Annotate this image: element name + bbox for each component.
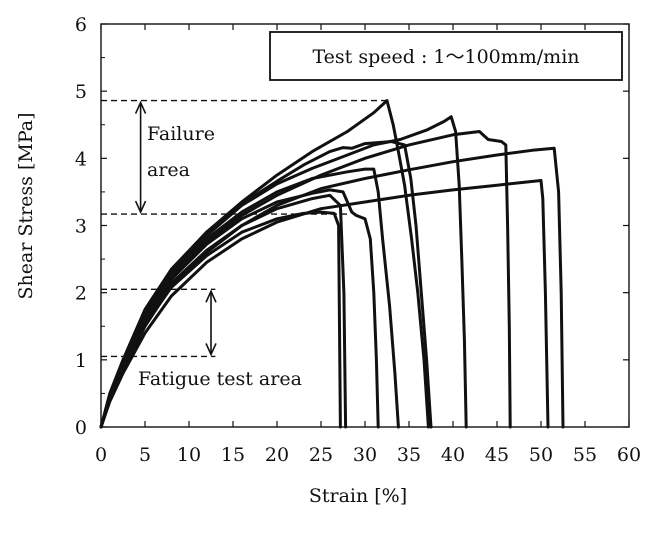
series-line-specimen-6 bbox=[99, 140, 433, 429]
x-tick-label: 15 bbox=[221, 444, 245, 466]
x-tick-label: 25 bbox=[309, 444, 333, 466]
series-line-specimen-9 bbox=[99, 210, 342, 429]
y-tick-label: 5 bbox=[75, 81, 87, 103]
x-tick-label: 55 bbox=[573, 444, 597, 466]
x-tick-label: 20 bbox=[265, 444, 289, 466]
fatigue-test-area-label: Fatigue test area bbox=[138, 368, 302, 390]
failure-area-arrow-head-bottom bbox=[134, 200, 147, 215]
x-axis-title: Strain [%] bbox=[309, 485, 407, 507]
legend-text: Test speed : 1～100mm/min bbox=[312, 46, 579, 68]
legend-box: Test speed : 1～100mm/min bbox=[269, 31, 623, 81]
y-tick-label: 4 bbox=[75, 148, 87, 170]
x-tick-label: 0 bbox=[95, 444, 107, 466]
fatigue-area-arrow-head-bottom bbox=[205, 343, 217, 357]
failure-area-arrow-head-top bbox=[134, 100, 147, 114]
x-tick-label: 45 bbox=[485, 444, 509, 466]
plot-frame bbox=[100, 23, 630, 428]
y-tick-label: 6 bbox=[75, 14, 87, 36]
failure-area-label-line2: area bbox=[147, 159, 190, 181]
y-tick-label: 3 bbox=[75, 216, 87, 238]
fatigue-area-arrow bbox=[205, 289, 217, 357]
fatigue-area-arrow-head-top bbox=[205, 289, 217, 303]
y-tick-label: 2 bbox=[75, 283, 87, 305]
series-line-specimen-10 bbox=[99, 193, 348, 429]
failure-area-arrow bbox=[134, 100, 147, 215]
x-tick-label: 35 bbox=[397, 444, 421, 466]
y-axis-title: Shear Stress [MPa] bbox=[15, 112, 37, 299]
x-tick-label: 10 bbox=[177, 444, 201, 466]
x-tick-label: 50 bbox=[529, 444, 553, 466]
y-tick-label: 0 bbox=[75, 417, 87, 439]
x-tick-label: 60 bbox=[617, 444, 641, 466]
x-tick-label: 30 bbox=[353, 444, 377, 466]
failure-area-label-line1: Failure bbox=[147, 123, 215, 145]
x-tick-label: 40 bbox=[441, 444, 465, 466]
x-tick-label: 5 bbox=[139, 444, 151, 466]
y-tick-label: 1 bbox=[75, 350, 87, 372]
series-line-specimen-5 bbox=[99, 179, 550, 429]
